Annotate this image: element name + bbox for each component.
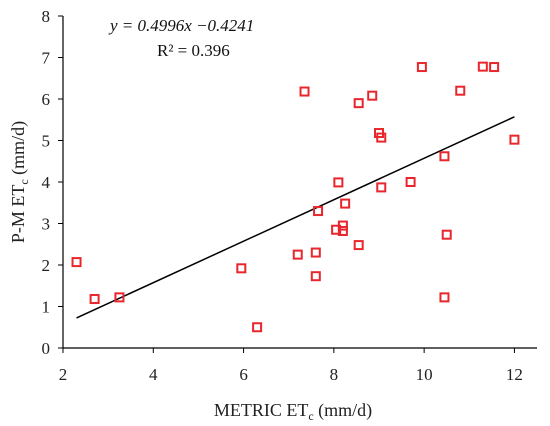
x-tick-label: 8 [330,365,339,384]
data-point [340,198,351,209]
regression-equation: y = 0.4996x −0.4241 [108,16,254,35]
x-tick-label: 12 [506,365,523,384]
data-point [441,229,452,240]
y-tick-label: 3 [42,215,51,234]
y-tick-label: 0 [42,339,51,358]
data-point [299,86,310,97]
x-tick-label: 2 [59,365,68,384]
data-point [416,62,427,73]
data-point [252,322,263,333]
data-point [376,182,387,193]
trendline [76,116,515,319]
data-point [367,90,378,101]
data-point [292,249,303,260]
data-point [439,151,450,162]
y-tick-label: 2 [42,256,51,275]
data-point [353,240,364,251]
x-axis-title: METRIC ETc (mm/d) [214,400,372,423]
y-axis-title-main: P-M ET [8,185,28,244]
x-tick-label: 10 [416,365,433,384]
y-tick-label: 5 [42,132,51,151]
r-squared-label: R² = 0.396 [157,41,230,60]
y-tick-label: 4 [42,173,51,192]
x-tick-label: 6 [239,365,248,384]
data-point [477,61,488,72]
data-point [455,85,466,96]
data-point [376,132,387,143]
y-axis-title-subscript: c [17,179,31,184]
x-axis-title-subscript: c [308,409,313,423]
y-axis-title: P-M ETc (mm/d) [8,121,31,243]
data-point [489,62,500,73]
data-point [353,98,364,109]
data-point [236,263,247,274]
x-axis-title-unit: (mm/d) [314,400,373,421]
x-axis-title-main: METRIC ET [214,400,309,420]
y-tick-label: 1 [42,298,51,317]
data-point [313,206,324,217]
y-tick-label: 7 [42,49,51,68]
plot-area [62,16,537,349]
data-point [509,134,520,145]
data-point [71,257,82,268]
y-axis-ticks: 0 1 2 3 4 5 6 7 8 [42,7,63,358]
y-axis-title-unit: (mm/d) [8,121,29,180]
data-point [337,225,348,236]
data-point [337,220,348,231]
data-point [405,177,416,187]
x-tick-label: 4 [149,365,158,384]
y-tick-label: 8 [42,7,51,26]
data-point [333,177,344,188]
y-tick-label: 6 [42,90,51,109]
data-point [89,294,100,305]
data-point [439,292,450,303]
data-point [310,271,321,282]
data-point [310,247,321,258]
x-axis-ticks: 2 4 6 8 10 12 [59,348,523,384]
data-point [114,292,125,303]
data-points [71,61,520,333]
